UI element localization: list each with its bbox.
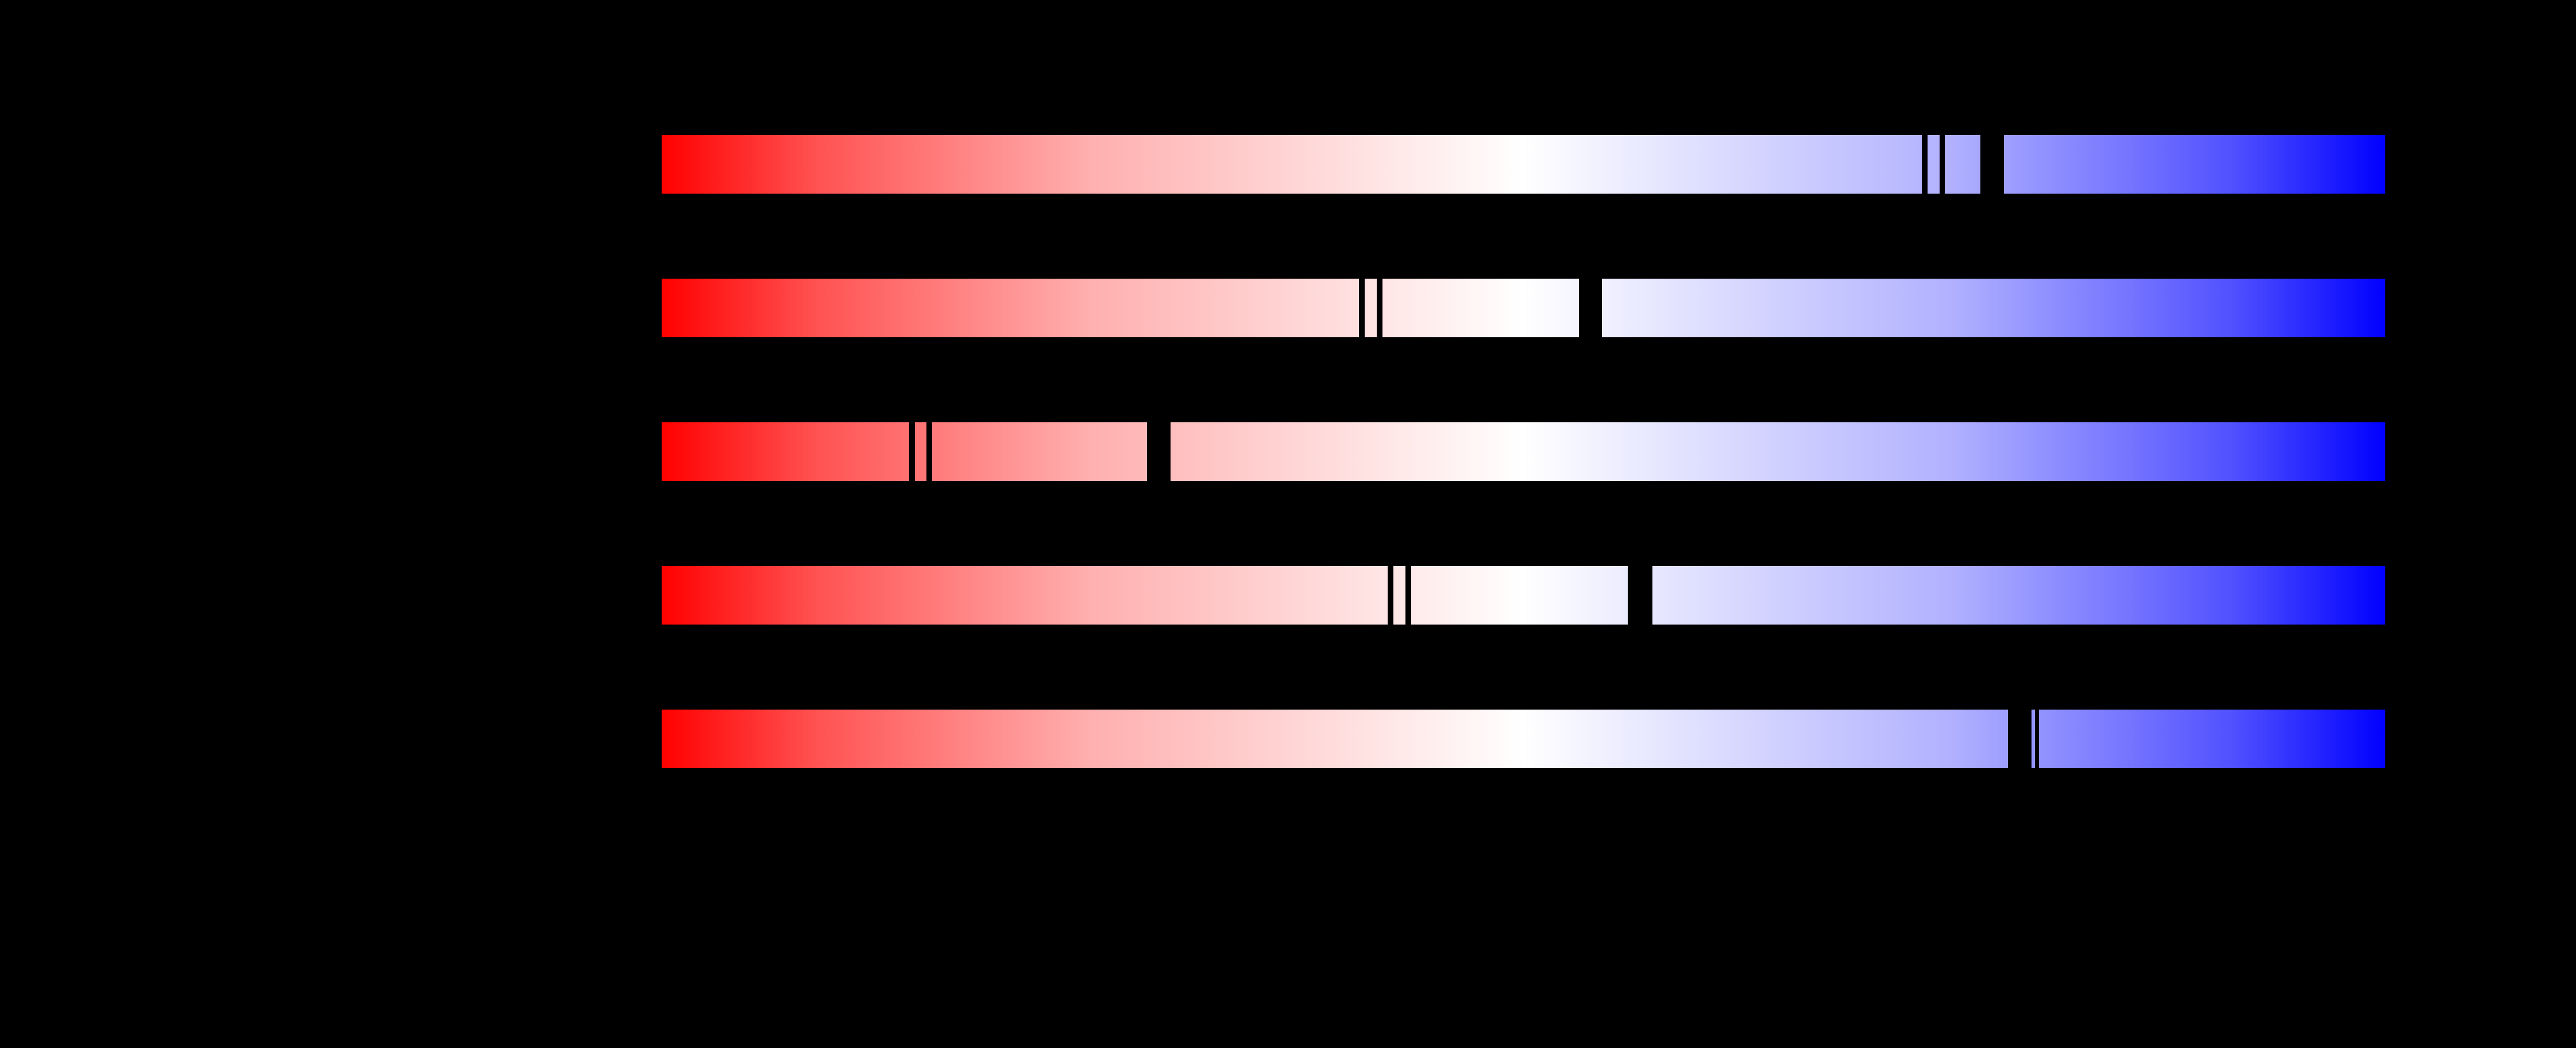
- marker-line-thin: [1377, 278, 1382, 338]
- marker-line-thin: [909, 422, 915, 481]
- marker-line-thin: [1940, 134, 1945, 194]
- gradient-bar: [662, 134, 2385, 194]
- marker-line-thin: [926, 422, 932, 481]
- marker-line-thick: [2008, 709, 2032, 769]
- marker-line-thick: [1980, 134, 2004, 194]
- marker-line-thin: [1359, 278, 1365, 338]
- marker-line-thick: [1147, 422, 1171, 481]
- marker-line-thin: [1388, 565, 1393, 625]
- gradient-bar: [662, 278, 2385, 338]
- gradient-bar: [662, 709, 2385, 769]
- marker-line-thick: [1628, 565, 1652, 625]
- gradient-bar: [662, 565, 2385, 625]
- gradient-bar: [662, 422, 2385, 481]
- marker-line-thin: [1405, 565, 1411, 625]
- marker-line-thick: [1579, 278, 1602, 338]
- marker-line-thin: [2035, 709, 2039, 769]
- marker-line-thin: [1922, 134, 1928, 194]
